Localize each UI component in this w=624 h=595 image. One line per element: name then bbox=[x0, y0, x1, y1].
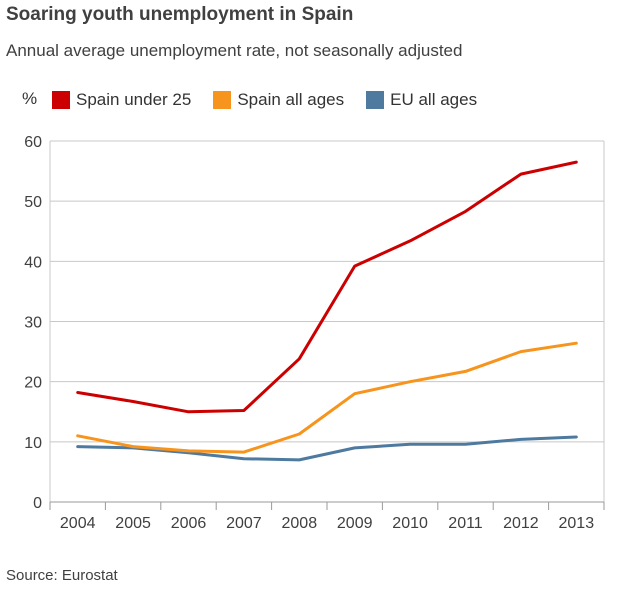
legend-swatch bbox=[366, 91, 385, 109]
x-tick-label: 2006 bbox=[171, 515, 207, 532]
x-tick-label: 2010 bbox=[392, 515, 428, 532]
y-tick-label: 0 bbox=[33, 495, 42, 512]
legend-swatch bbox=[52, 91, 70, 109]
y-tick-label: 50 bbox=[24, 194, 42, 211]
x-tick-label: 2013 bbox=[559, 515, 595, 532]
chart-title: Soaring youth unemployment in Spain bbox=[6, 4, 354, 25]
legend-swatch bbox=[213, 91, 232, 109]
series-line-eu-all-ages bbox=[76, 435, 578, 462]
legend-label: Spain all ages bbox=[237, 90, 345, 109]
legend-item-spain-all-ages: Spain all ages bbox=[213, 90, 344, 110]
y-tick-label: 30 bbox=[24, 315, 42, 332]
chart-subtitle: Annual average unemployment rate, not se… bbox=[6, 41, 463, 60]
source-note: Source: Eurostat bbox=[6, 567, 118, 584]
x-tick-label: 2011 bbox=[448, 515, 483, 532]
line-chart: 0 10 20 30 40 50 60 2004 2005 2006 2007 2008 2009 201… bbox=[24, 134, 605, 532]
y-tick-label: 10 bbox=[24, 435, 42, 452]
y-axis-unit: % bbox=[22, 89, 38, 108]
legend-label: EU all ages bbox=[390, 90, 478, 109]
x-tick-label: 2009 bbox=[337, 515, 373, 532]
series-line-spain-under-25 bbox=[76, 160, 578, 414]
x-tick-label: 2005 bbox=[115, 515, 151, 532]
legend: Spain under 25 Spain all ages EU all age… bbox=[52, 90, 499, 110]
x-tick-label: 2007 bbox=[226, 515, 262, 532]
y-tick-label: 40 bbox=[24, 254, 42, 271]
x-tick-label: 2004 bbox=[60, 515, 96, 532]
y-tick-label: 20 bbox=[24, 375, 42, 392]
legend-label: Spain under 25 bbox=[76, 90, 192, 109]
legend-item-eu-all-ages: EU all ages bbox=[366, 90, 477, 110]
series-line-spain-all-ages bbox=[76, 341, 578, 454]
x-tick-label: 2012 bbox=[503, 515, 539, 532]
x-tick-label: 2008 bbox=[282, 515, 318, 532]
y-tick-label: 60 bbox=[24, 134, 42, 151]
legend-item-spain-under-25: Spain under 25 bbox=[52, 90, 191, 110]
